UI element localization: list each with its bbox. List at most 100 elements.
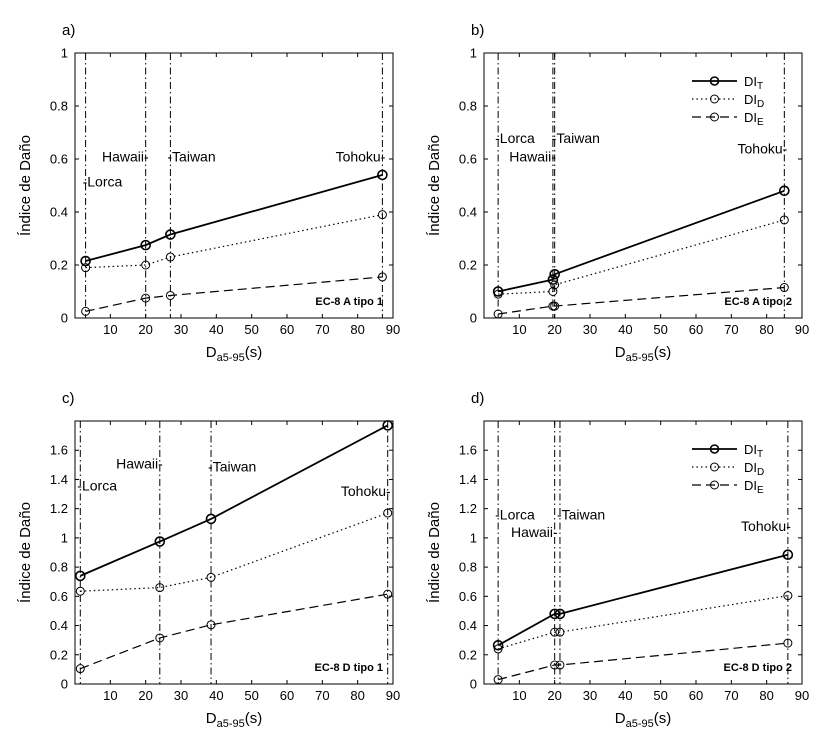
earthquake-label-tohoku: Tohoku- (341, 483, 391, 499)
x-axis-label-subscript: a5-95 (626, 718, 654, 730)
x-tick-label: 70 (724, 688, 738, 703)
x-tick-label: 30 (583, 322, 597, 337)
earthquake-label-lorca: -Lorca (77, 477, 117, 493)
series-line-did (80, 512, 388, 592)
earthquake-label-lorca: -Lorca (495, 130, 535, 146)
data-point-did (550, 280, 560, 290)
y-tick-label: 1 (61, 46, 68, 61)
data-point-did (75, 586, 85, 596)
x-axis-label: Da5-95(s) (206, 344, 262, 364)
x-tick-label: 50 (653, 688, 667, 703)
earthquake-label-hawaii: Hawaii- (116, 455, 163, 471)
data-point-dit (549, 608, 560, 620)
x-tick-label: 90 (386, 322, 400, 337)
legend-entry-did: DID (744, 92, 764, 110)
annotation-label: EC-8 D tipo 1 (315, 662, 383, 674)
legend-entry-die: DIE (744, 478, 764, 496)
x-tick-label: 80 (350, 688, 364, 703)
x-axis-label-unit: (s) (654, 710, 672, 727)
earthquake-label-hawaii: Hawaii- (511, 524, 558, 540)
legend-marker-die (710, 112, 719, 122)
earthquake-label-taiwan: -Taiwan (208, 458, 256, 474)
data-point-die (779, 283, 789, 293)
x-axis-label-base: D (615, 344, 626, 361)
data-point-dit (782, 549, 794, 560)
series-line-dit (497, 189, 785, 293)
x-tick-label: 50 (244, 322, 258, 337)
x-tick-label: 60 (689, 688, 703, 703)
x-tick-label: 20 (547, 688, 561, 703)
earthquake-label-lorca: -Lorca (83, 174, 123, 190)
legend-entry-base: DI (744, 442, 757, 457)
y-axis-label: Índice de Daño (426, 502, 443, 603)
y-tick-label: 0 (61, 677, 68, 692)
data-point-did (779, 215, 789, 225)
earthquake-label-hawaii: Hawaii- (102, 148, 149, 164)
legend-entry-subscript: T (757, 449, 763, 460)
y-tick-label: 0 (470, 311, 477, 326)
y-tick-label: 0.8 (50, 99, 68, 114)
x-tick-label: 40 (209, 322, 223, 337)
y-tick-label: 0.2 (50, 258, 68, 273)
earthquake-label-tohoku: Tohoku- (738, 140, 788, 156)
x-tick-label: 90 (386, 688, 400, 703)
data-point-die (75, 664, 85, 674)
data-point-dit (382, 420, 394, 431)
series-line-did (85, 214, 383, 269)
legend-entry-base: DI (744, 460, 757, 475)
plot-frame (74, 420, 394, 685)
data-point-did (493, 289, 503, 299)
x-tick-label: 50 (244, 688, 258, 703)
series-line-die (85, 276, 383, 312)
x-tick-label: 40 (618, 688, 632, 703)
data-point-did (155, 583, 165, 593)
data-point-did (81, 263, 91, 273)
y-tick-label: 0 (470, 677, 477, 692)
x-tick-label: 10 (512, 688, 526, 703)
earthquake-label-tohoku: Tohoku- (741, 518, 791, 534)
y-tick-label: 0.8 (50, 560, 68, 575)
earthquake-label-tohoku: Tohoku- (336, 148, 386, 164)
y-tick-label: 0.4 (459, 205, 477, 220)
data-point-dit (547, 274, 559, 285)
data-point-dit (75, 570, 86, 582)
series-line-dit (79, 424, 389, 577)
panel-label: a) (62, 22, 75, 39)
y-tick-label: 1.6 (50, 443, 68, 458)
panel-label: b) (471, 22, 484, 39)
x-tick-label: 30 (583, 688, 597, 703)
annotation-label: EC-8 D tipo 2 (724, 662, 792, 674)
x-axis-label-base: D (206, 710, 217, 727)
y-tick-label: 1 (470, 46, 477, 61)
legend-marker-did (710, 94, 719, 104)
y-axis-label: Índice de Daño (426, 135, 443, 236)
x-axis-label-unit: (s) (245, 710, 263, 727)
y-axis-label: Índice de Daño (17, 135, 34, 236)
legend-entry-subscript: D (757, 467, 764, 478)
data-point-dit (492, 639, 504, 651)
data-point-dit (492, 286, 504, 297)
y-tick-label: 1 (470, 530, 477, 545)
y-tick-label: 1 (61, 530, 68, 545)
x-axis-label: Da5-95(s) (615, 344, 671, 364)
y-tick-label: 0.4 (50, 205, 68, 220)
panel-label: c) (62, 390, 75, 407)
y-tick-label: 1.2 (459, 501, 477, 516)
data-point-dit (140, 239, 151, 251)
data-point-dit (154, 536, 166, 547)
series-line-die (80, 593, 388, 670)
earthquake-label-taiwan: -Taiwan (552, 130, 600, 146)
data-point-die (155, 633, 165, 643)
x-tick-label: 40 (618, 322, 632, 337)
y-tick-label: 0.6 (459, 589, 477, 604)
x-tick-label: 40 (209, 688, 223, 703)
x-tick-label: 70 (315, 688, 329, 703)
legend-marker-did (710, 462, 719, 472)
earthquake-label-taiwan: -Taiwan (557, 507, 605, 523)
panel-4: 10 20 30 40 50 60 70 80 90 0 0.2 0.4 0.6 0.8 1 1.2 1.4 1.… (426, 390, 809, 730)
data-point-die (141, 293, 151, 303)
data-point-die (783, 638, 793, 648)
legend-entry-base: DI (744, 92, 757, 107)
x-tick-label: 20 (138, 322, 152, 337)
